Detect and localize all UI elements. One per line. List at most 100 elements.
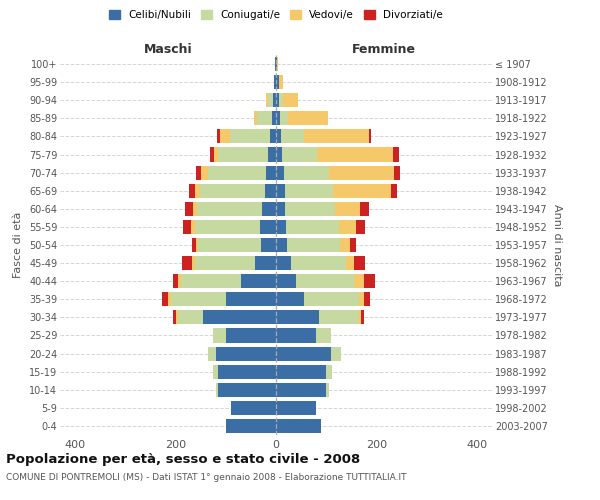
Bar	[274, 93, 276, 108]
Bar	[276, 256, 291, 270]
Bar	[214, 148, 218, 162]
Bar	[183, 220, 191, 234]
Bar	[203, 310, 276, 324]
Bar	[276, 328, 316, 342]
Bar	[178, 310, 203, 324]
Bar	[162, 292, 168, 306]
Bar	[286, 220, 339, 234]
Bar	[326, 382, 329, 397]
Bar	[261, 238, 276, 252]
Bar	[284, 166, 329, 179]
Bar	[276, 238, 287, 252]
Bar	[226, 328, 276, 342]
Bar	[276, 75, 278, 89]
Bar	[173, 310, 176, 324]
Bar	[287, 238, 340, 252]
Bar	[178, 274, 181, 288]
Bar	[194, 184, 200, 198]
Bar	[194, 220, 260, 234]
Bar	[276, 93, 278, 108]
Bar	[356, 220, 365, 234]
Bar	[170, 292, 226, 306]
Bar	[272, 112, 276, 126]
Bar	[394, 166, 400, 179]
Bar	[265, 184, 276, 198]
Bar	[226, 292, 276, 306]
Bar	[346, 256, 354, 270]
Bar	[316, 328, 331, 342]
Bar	[276, 292, 304, 306]
Bar	[241, 274, 276, 288]
Bar	[350, 238, 356, 252]
Bar	[331, 346, 341, 360]
Bar	[270, 130, 276, 143]
Bar	[200, 166, 208, 179]
Text: Femmine: Femmine	[352, 43, 416, 56]
Bar	[254, 112, 257, 126]
Bar	[208, 166, 266, 179]
Bar	[192, 256, 194, 270]
Bar	[213, 328, 226, 342]
Bar	[277, 57, 278, 71]
Bar	[359, 292, 364, 306]
Bar	[285, 184, 333, 198]
Bar	[198, 238, 261, 252]
Bar	[196, 166, 200, 179]
Bar	[231, 401, 276, 415]
Bar	[255, 256, 276, 270]
Bar	[276, 130, 281, 143]
Bar	[335, 202, 361, 216]
Bar	[361, 202, 370, 216]
Bar	[276, 184, 285, 198]
Bar	[282, 148, 317, 162]
Bar	[340, 238, 350, 252]
Bar	[216, 346, 276, 360]
Y-axis label: Fasce di età: Fasce di età	[13, 212, 23, 278]
Bar	[185, 202, 193, 216]
Bar	[276, 346, 331, 360]
Bar	[266, 93, 268, 108]
Bar	[218, 364, 276, 378]
Text: Maschi: Maschi	[143, 43, 193, 56]
Bar	[218, 382, 276, 397]
Bar	[354, 274, 364, 288]
Bar	[319, 310, 359, 324]
Bar	[329, 166, 394, 179]
Bar	[304, 130, 369, 143]
Text: COMUNE DI PONTREMOLI (MS) - Dati ISTAT 1° gennaio 2008 - Elaborazione TUTTITALIA: COMUNE DI PONTREMOLI (MS) - Dati ISTAT 1…	[6, 472, 407, 482]
Bar	[194, 256, 255, 270]
Bar	[391, 184, 397, 198]
Bar	[276, 382, 326, 397]
Bar	[281, 130, 304, 143]
Bar	[226, 419, 276, 433]
Bar	[285, 202, 335, 216]
Bar	[213, 364, 218, 378]
Bar	[369, 130, 371, 143]
Bar	[276, 166, 284, 179]
Bar	[280, 112, 287, 126]
Bar	[333, 184, 391, 198]
Bar	[275, 57, 276, 71]
Bar	[274, 75, 276, 89]
Bar	[276, 364, 326, 378]
Bar	[339, 220, 356, 234]
Bar	[287, 112, 328, 126]
Bar	[283, 93, 298, 108]
Bar	[276, 274, 296, 288]
Bar	[208, 346, 216, 360]
Bar	[173, 274, 178, 288]
Text: Popolazione per età, sesso e stato civile - 2008: Popolazione per età, sesso e stato civil…	[6, 452, 360, 466]
Y-axis label: Anni di nascita: Anni di nascita	[551, 204, 562, 286]
Bar	[217, 130, 220, 143]
Bar	[276, 202, 285, 216]
Bar	[181, 274, 241, 288]
Bar	[188, 184, 194, 198]
Bar	[392, 148, 398, 162]
Bar	[182, 256, 192, 270]
Bar	[278, 75, 283, 89]
Bar	[218, 148, 268, 162]
Bar	[268, 148, 276, 162]
Bar	[268, 93, 274, 108]
Bar	[210, 148, 214, 162]
Bar	[257, 112, 272, 126]
